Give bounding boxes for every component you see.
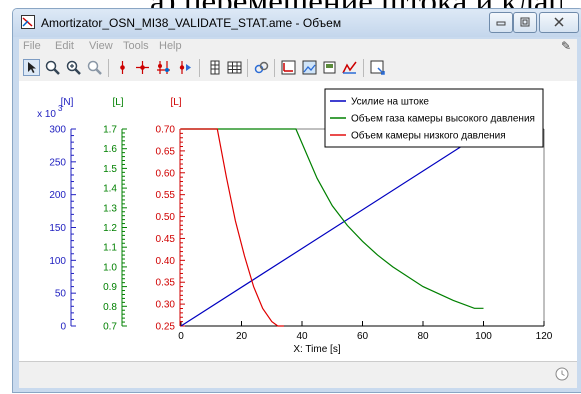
y-tick-label-1: 1.0 xyxy=(103,262,117,273)
close-icon xyxy=(554,17,564,27)
minimize-button[interactable] xyxy=(489,12,513,33)
series-line-2 xyxy=(181,128,284,327)
y-tick-label-2: 0.40 xyxy=(156,256,176,267)
menu-help[interactable]: Help xyxy=(159,40,182,52)
chart-icon[interactable] xyxy=(341,59,358,76)
chart: 0 20 40 60 80 100 120 X: Time [s] 0 50 100 150 200 25… xyxy=(37,88,553,355)
y-tick-label-2: 0.25 xyxy=(156,322,176,333)
status-bar xyxy=(19,361,577,388)
menu-tools[interactable]: Tools xyxy=(123,40,149,52)
export-icon[interactable] xyxy=(321,59,338,76)
toolbar-separator xyxy=(199,59,200,77)
table-icon[interactable] xyxy=(206,59,223,76)
title-bar[interactable]: Amortizator_OSN_MI38_VALIDATE_STAT.ame -… xyxy=(13,9,581,37)
y-tick-label-2: 0.70 xyxy=(156,125,176,136)
menu-bar: File Edit View Tools Help ✎ xyxy=(19,39,577,55)
y-tick-label-1: 1.2 xyxy=(103,223,117,234)
y-tick-label-2: 0.60 xyxy=(156,168,176,179)
y-axis-unit-2: [L] xyxy=(170,97,181,108)
y-tick-label-1: 1.6 xyxy=(103,144,117,155)
grid-icon[interactable] xyxy=(226,59,243,76)
toolbar-separator xyxy=(274,59,275,77)
marker-play-icon[interactable] xyxy=(176,59,193,76)
y-tick-label-1: 0.7 xyxy=(103,322,117,333)
settings-icon[interactable] xyxy=(369,59,386,76)
y-tick-label-0: 150 xyxy=(49,223,66,234)
y-axis-unit-0: [N] xyxy=(61,97,74,108)
legend-box xyxy=(324,88,544,148)
zoom-out-icon[interactable] xyxy=(86,59,103,76)
series-line-1 xyxy=(181,128,484,309)
maximize-button[interactable] xyxy=(513,12,537,33)
clock-icon xyxy=(555,367,569,381)
zoom-in-icon[interactable] xyxy=(44,59,61,76)
y-tick-label-1: 1.5 xyxy=(103,164,117,175)
close-button[interactable] xyxy=(539,12,579,33)
x-tick-label: 100 xyxy=(475,331,492,342)
image-icon[interactable] xyxy=(301,59,318,76)
y-tick-label-0: 250 xyxy=(49,157,66,168)
x-axis-label: X: Time [s] xyxy=(293,344,340,355)
select-arrow-icon[interactable] xyxy=(23,59,40,76)
menu-view[interactable]: View xyxy=(89,40,113,52)
y-tick-label-2: 0.45 xyxy=(156,234,176,245)
minimize-icon xyxy=(496,21,506,26)
cross-marker-icon[interactable] xyxy=(134,59,151,76)
plot-icon[interactable] xyxy=(280,59,297,76)
x-tick-label: 0 xyxy=(178,331,184,342)
pin-icon[interactable]: ✎ xyxy=(560,39,571,53)
legend-entry-1: Объем газа камеры высокого давления xyxy=(351,113,535,125)
window-title: Amortizator_OSN_MI38_VALIDATE_STAT.ame -… xyxy=(41,16,342,30)
legend-entry-0: Усилие на штоке xyxy=(351,97,429,108)
y-tick-label-1: 1.3 xyxy=(103,203,117,214)
plot-area[interactable]: 0 20 40 60 80 100 120 X: Time [s] 0 50 100 150 200 25… xyxy=(19,81,577,361)
menu-file[interactable]: File xyxy=(23,40,41,52)
y-tick-label-0: 50 xyxy=(55,289,67,300)
maximize-icon xyxy=(520,17,530,27)
link-icon[interactable] xyxy=(253,59,270,76)
y-tick-label-2: 0.50 xyxy=(156,212,176,223)
y-tick-label-0: 300 xyxy=(49,125,66,136)
y-tick-label-0: 100 xyxy=(49,256,66,267)
y-tick-label-1: 0.8 xyxy=(103,302,117,313)
app-logo-icon xyxy=(21,15,35,29)
y-tick-label-2: 0.65 xyxy=(156,146,176,157)
toolbar xyxy=(19,55,577,82)
y-tick-label-1: 1.4 xyxy=(103,184,117,195)
x-tick-label: 60 xyxy=(357,331,369,342)
y-axis-multiplier-0: x 10 xyxy=(37,109,56,120)
zoom-area-icon[interactable] xyxy=(65,59,82,76)
app-window: Amortizator_OSN_MI38_VALIDATE_STAT.ame -… xyxy=(12,8,581,393)
y-axis-unit-1: [L] xyxy=(112,97,123,108)
series-line-0 xyxy=(180,131,484,327)
menu-edit[interactable]: Edit xyxy=(55,40,74,52)
toolbar-separator xyxy=(108,59,109,77)
x-tick-label: 80 xyxy=(417,331,429,342)
toolbar-separator xyxy=(247,59,248,77)
y-axis-exponent-0: 3 xyxy=(58,104,63,113)
y-tick-label-2: 0.35 xyxy=(156,278,176,289)
y-tick-label-1: 1.1 xyxy=(103,243,117,254)
y-tick-label-2: 0.55 xyxy=(156,190,176,201)
y-tick-label-0: 200 xyxy=(49,190,66,201)
y-tick-label-0: 0 xyxy=(60,322,66,333)
y-tick-label-2: 0.30 xyxy=(156,300,176,311)
toolbar-separator xyxy=(363,59,364,77)
x-tick-label: 40 xyxy=(296,331,308,342)
x-tick-label: 20 xyxy=(236,331,248,342)
marker-icon[interactable] xyxy=(114,59,131,76)
x-tick-label: 120 xyxy=(536,331,553,342)
y-tick-label-1: 0.9 xyxy=(103,282,117,293)
multi-marker-icon[interactable] xyxy=(155,59,172,76)
legend-entry-2: Объем камеры низкого давления xyxy=(351,130,506,142)
y-tick-label-1: 1.7 xyxy=(103,125,117,136)
